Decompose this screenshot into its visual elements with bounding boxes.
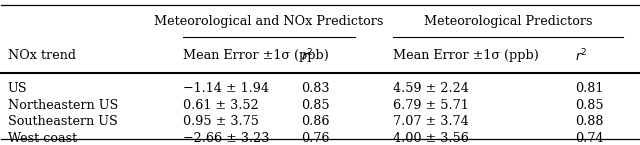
Text: 0.85: 0.85 [575, 99, 604, 112]
Text: 0.85: 0.85 [301, 99, 330, 112]
Text: 0.61 ± 3.52: 0.61 ± 3.52 [183, 99, 259, 112]
Text: Meteorological Predictors: Meteorological Predictors [424, 15, 592, 28]
Text: 0.76: 0.76 [301, 132, 330, 145]
Text: $r^2$: $r^2$ [301, 47, 314, 64]
Text: $r^2$: $r^2$ [575, 47, 588, 64]
Text: 0.86: 0.86 [301, 115, 330, 128]
Text: −1.14 ± 1.94: −1.14 ± 1.94 [183, 82, 269, 95]
Text: 0.74: 0.74 [575, 132, 604, 145]
Text: 0.81: 0.81 [575, 82, 604, 95]
Text: 4.00 ± 3.56: 4.00 ± 3.56 [394, 132, 469, 145]
Text: Meteorological and NOx Predictors: Meteorological and NOx Predictors [154, 15, 384, 28]
Text: 6.79 ± 5.71: 6.79 ± 5.71 [394, 99, 469, 112]
Text: 0.88: 0.88 [575, 115, 604, 128]
Text: 0.83: 0.83 [301, 82, 330, 95]
Text: Northeastern US: Northeastern US [8, 99, 118, 112]
Text: 0.95 ± 3.75: 0.95 ± 3.75 [183, 115, 259, 128]
Text: Southeastern US: Southeastern US [8, 115, 118, 128]
Text: 7.07 ± 3.74: 7.07 ± 3.74 [394, 115, 469, 128]
Text: Mean Error ±1σ (ppb): Mean Error ±1σ (ppb) [183, 49, 329, 62]
Text: Mean Error ±1σ (ppb): Mean Error ±1σ (ppb) [394, 49, 539, 62]
Text: West coast: West coast [8, 132, 77, 145]
Text: US: US [8, 82, 28, 95]
Text: NOx trend: NOx trend [8, 49, 76, 62]
Text: 4.59 ± 2.24: 4.59 ± 2.24 [394, 82, 469, 95]
Text: −2.66 ± 3.23: −2.66 ± 3.23 [183, 132, 269, 145]
